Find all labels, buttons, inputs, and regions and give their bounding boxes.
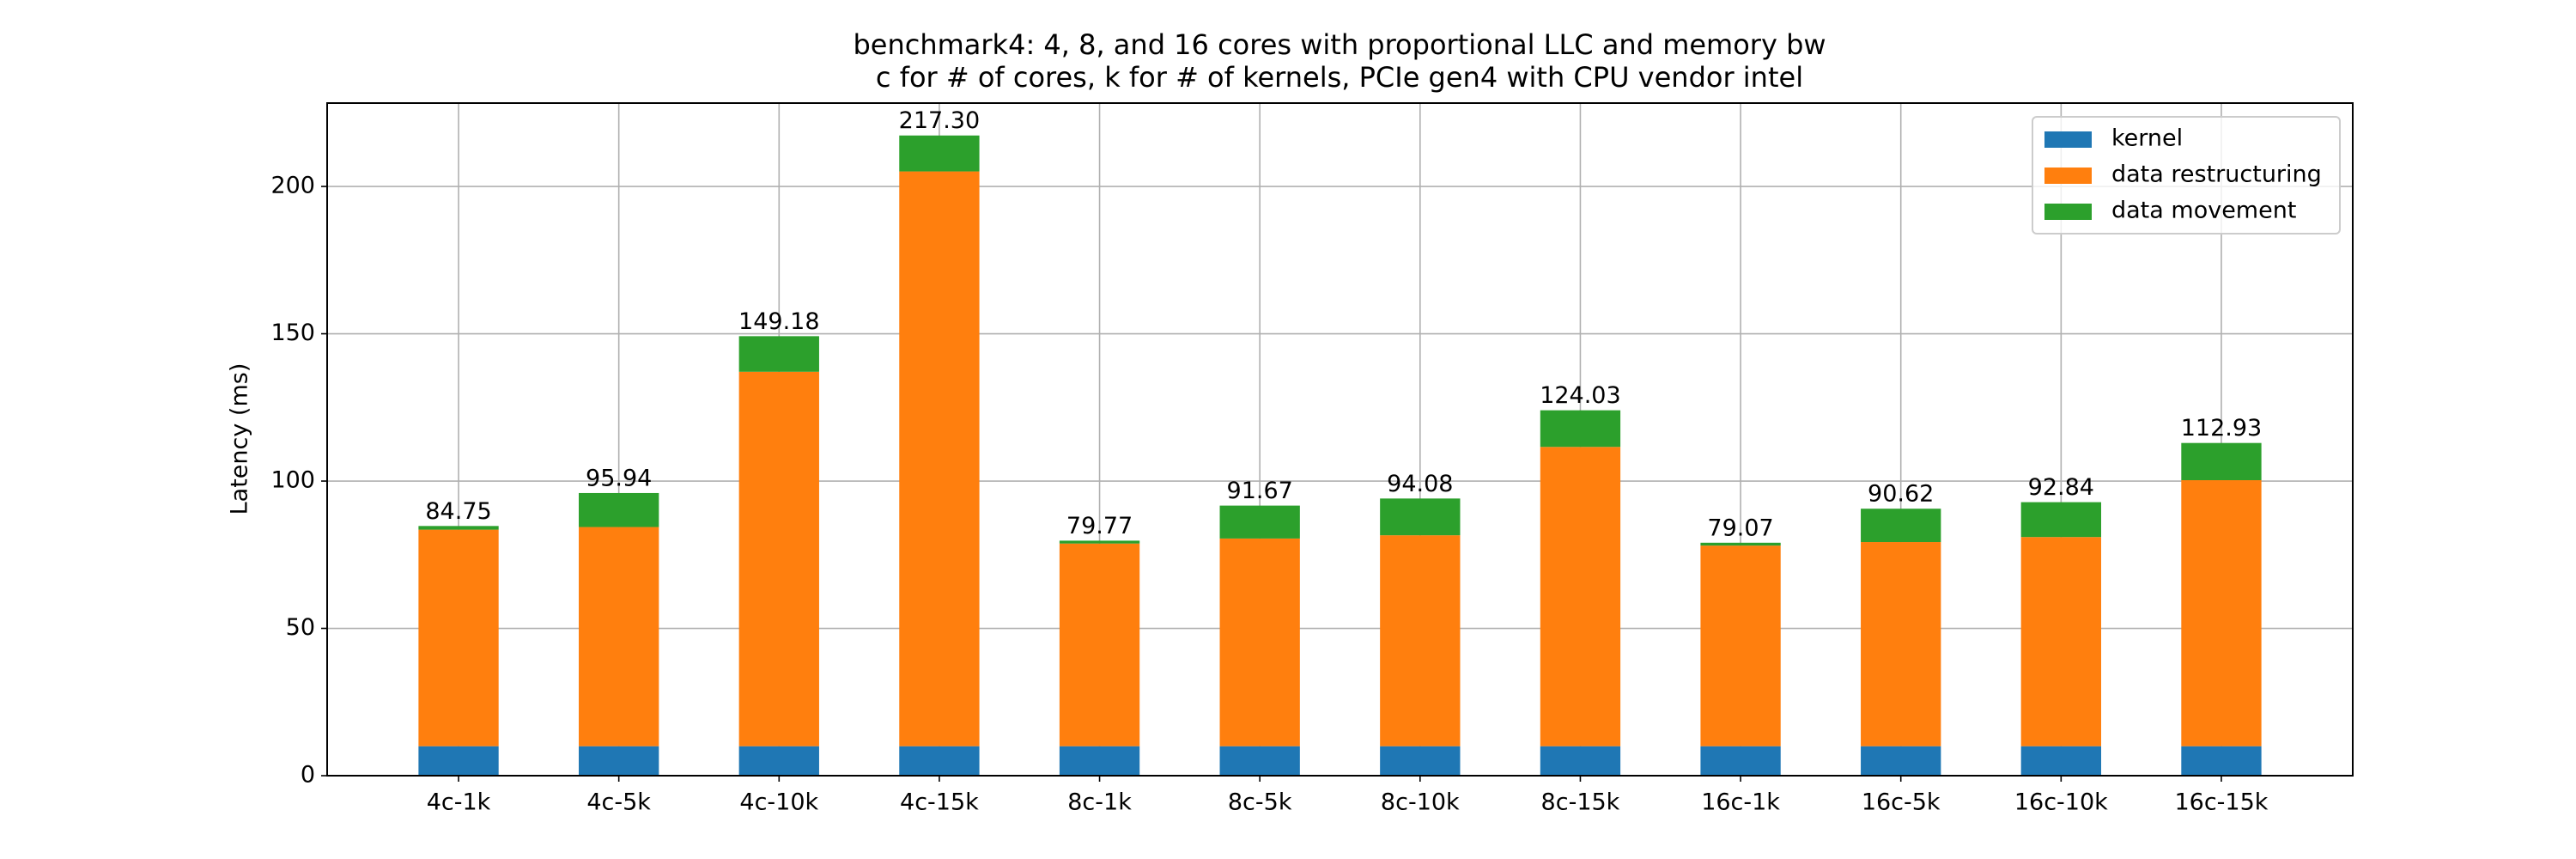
legend-swatch <box>2044 131 2092 148</box>
y-axis-label: Latency (ms) <box>227 363 253 515</box>
chart-subtitle: c for # of cores, k for # of kernels, PC… <box>876 61 1803 94</box>
bar-segment <box>2020 537 2101 746</box>
bar-segment <box>418 529 499 746</box>
bar-segment <box>1219 746 1300 776</box>
bar-segment <box>1380 535 1461 746</box>
bar-segment <box>738 336 819 372</box>
bar-segment <box>1540 410 1621 448</box>
value-label: 79.07 <box>1707 515 1773 541</box>
chart-title: benchmark4: 4, 8, and 16 cores with prop… <box>853 28 1826 61</box>
legend-label: kernel <box>2111 125 2183 152</box>
legend-swatch <box>2044 204 2092 220</box>
bar-segment <box>1700 545 1781 746</box>
bar-segment <box>1540 746 1621 776</box>
x-tick-label: 8c-5k <box>1228 789 1292 816</box>
legend-label: data movement <box>2111 198 2296 224</box>
bar-segment <box>579 492 659 527</box>
value-label: 124.03 <box>1540 382 1620 409</box>
bar-segment <box>418 746 499 776</box>
bar-segment <box>1700 746 1781 776</box>
legend-label: data restructuring <box>2111 161 2322 188</box>
value-label: 95.94 <box>586 465 652 491</box>
bar-segment <box>1861 509 1941 543</box>
bar-segment <box>738 371 819 746</box>
x-tick-label: 8c-15k <box>1541 789 1620 816</box>
bar-segment <box>2020 502 2101 538</box>
value-label: 92.84 <box>2028 474 2094 501</box>
value-label: 79.77 <box>1066 513 1133 539</box>
bar-segment <box>1380 498 1461 536</box>
bar-segment <box>418 526 499 530</box>
y-tick-label: 200 <box>270 173 315 199</box>
x-tick-label: 16c-15k <box>2174 789 2268 816</box>
legend-swatch <box>2044 168 2092 184</box>
x-tick-label: 16c-1k <box>1701 789 1780 816</box>
value-label: 217.30 <box>899 107 980 134</box>
bar-segment <box>579 527 659 746</box>
bar-segment <box>2181 480 2262 746</box>
value-label: 112.93 <box>2181 415 2262 442</box>
x-tick-label: 4c-15k <box>900 789 979 816</box>
x-tick-label: 16c-5k <box>1862 789 1941 816</box>
x-tick-label: 16c-10k <box>2014 789 2108 816</box>
bar-segment <box>899 746 980 776</box>
bar-segment <box>899 171 980 746</box>
y-tick-label: 0 <box>301 762 315 789</box>
bar-segment <box>1219 538 1300 746</box>
bar-segment <box>2020 746 2101 776</box>
x-tick-label: 4c-10k <box>739 789 818 816</box>
bar-segment <box>1861 542 1941 746</box>
bar-segment <box>1059 543 1140 746</box>
bar-segment <box>1059 746 1140 776</box>
bar-segment <box>1219 505 1300 539</box>
value-label: 149.18 <box>738 308 819 335</box>
x-tick-label: 4c-5k <box>586 789 651 816</box>
legend-box <box>2032 116 2341 235</box>
bar-segment <box>738 746 819 776</box>
bar-segment <box>2181 442 2262 481</box>
value-label: 84.75 <box>425 498 491 525</box>
bar-segment <box>899 135 980 172</box>
bar-segment <box>2181 746 2262 776</box>
bar-segment <box>1380 746 1461 776</box>
y-tick-label: 50 <box>286 614 315 641</box>
plot-frame <box>326 102 2354 777</box>
value-label: 94.08 <box>1387 471 1453 497</box>
bar-segment <box>1861 746 1941 776</box>
bar-segment <box>1700 542 1781 546</box>
x-tick-label: 4c-1k <box>427 789 491 816</box>
bar-segment <box>1540 447 1621 746</box>
value-label: 90.62 <box>1868 481 1934 508</box>
y-tick-label: 100 <box>270 467 315 494</box>
x-tick-label: 8c-1k <box>1067 789 1132 816</box>
bar-segment <box>1059 540 1140 544</box>
bar-segment <box>579 746 659 776</box>
value-label: 91.67 <box>1227 478 1293 504</box>
x-tick-label: 8c-10k <box>1381 789 1460 816</box>
y-tick-label: 150 <box>270 320 315 346</box>
